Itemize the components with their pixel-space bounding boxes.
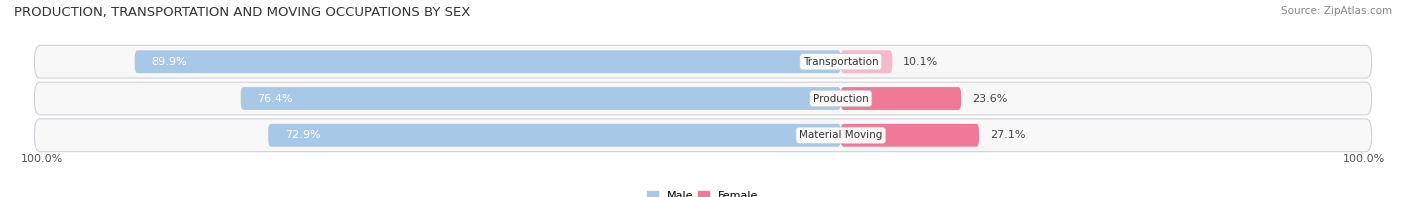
Text: 100.0%: 100.0% [21,154,63,164]
Text: 100.0%: 100.0% [1343,154,1385,164]
Text: 27.1%: 27.1% [990,130,1025,140]
Text: 89.9%: 89.9% [152,57,187,67]
Legend: Male, Female: Male, Female [643,186,763,197]
FancyBboxPatch shape [135,50,841,73]
FancyBboxPatch shape [841,87,962,110]
Text: 76.4%: 76.4% [257,94,292,103]
Text: Material Moving: Material Moving [799,130,883,140]
Text: 10.1%: 10.1% [903,57,939,67]
Text: 72.9%: 72.9% [285,130,321,140]
FancyBboxPatch shape [841,50,893,73]
FancyBboxPatch shape [35,119,1371,152]
Text: Source: ZipAtlas.com: Source: ZipAtlas.com [1281,6,1392,16]
FancyBboxPatch shape [269,124,841,147]
FancyBboxPatch shape [240,87,841,110]
Text: Transportation: Transportation [803,57,879,67]
FancyBboxPatch shape [841,124,979,147]
Text: 23.6%: 23.6% [972,94,1008,103]
Text: PRODUCTION, TRANSPORTATION AND MOVING OCCUPATIONS BY SEX: PRODUCTION, TRANSPORTATION AND MOVING OC… [14,6,471,19]
FancyBboxPatch shape [35,82,1371,115]
FancyBboxPatch shape [35,45,1371,78]
Text: Production: Production [813,94,869,103]
